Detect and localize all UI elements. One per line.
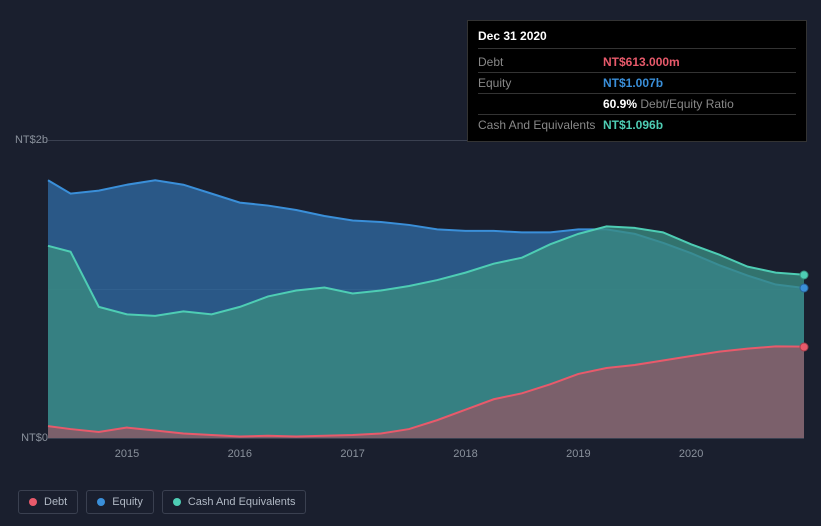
legend: Debt Equity Cash And Equivalents bbox=[18, 490, 306, 514]
legend-item-cash-and-equivalents[interactable]: Cash And Equivalents bbox=[162, 490, 307, 514]
tooltip-row-value: NT$1.007b bbox=[603, 74, 663, 92]
tooltip-row: Cash And EquivalentsNT$1.096b bbox=[478, 115, 796, 135]
series-end-dot bbox=[800, 283, 809, 292]
y-axis-label: NT$0 bbox=[21, 432, 48, 444]
tooltip-row-value: NT$1.096b bbox=[603, 116, 663, 134]
tooltip-date: Dec 31 2020 bbox=[478, 27, 796, 49]
series-end-dot bbox=[800, 342, 809, 351]
tooltip-row-label bbox=[478, 95, 603, 113]
tooltip-row-label: Debt bbox=[478, 53, 603, 71]
x-axis-label: 2016 bbox=[228, 448, 252, 460]
legend-item-equity[interactable]: Equity bbox=[86, 490, 154, 514]
legend-label: Equity bbox=[112, 496, 143, 508]
legend-item-debt[interactable]: Debt bbox=[18, 490, 78, 514]
chart-tooltip: Dec 31 2020 DebtNT$613.000mEquityNT$1.00… bbox=[467, 20, 807, 142]
x-axis-label: 2018 bbox=[453, 448, 477, 460]
tooltip-row-label: Equity bbox=[478, 74, 603, 92]
y-axis-label: NT$2b bbox=[15, 134, 48, 146]
gridline bbox=[48, 438, 804, 439]
x-axis-label: 2019 bbox=[566, 448, 590, 460]
x-axis-label: 2017 bbox=[340, 448, 364, 460]
tooltip-row-label: Cash And Equivalents bbox=[478, 116, 603, 134]
tooltip-row: DebtNT$613.000m bbox=[478, 52, 796, 73]
legend-dot bbox=[97, 498, 105, 506]
debt-equity-chart: NT$2b NT$0 2015 2016 2017 2018 2019 2020 bbox=[18, 120, 804, 475]
tooltip-row-value: NT$613.000m bbox=[603, 53, 680, 71]
legend-dot bbox=[173, 498, 181, 506]
plot-area[interactable] bbox=[48, 140, 804, 438]
x-axis-label: 2015 bbox=[115, 448, 139, 460]
legend-label: Cash And Equivalents bbox=[188, 496, 296, 508]
tooltip-row: EquityNT$1.007b bbox=[478, 73, 796, 94]
x-axis-label: 2020 bbox=[679, 448, 703, 460]
tooltip-row: 60.9% Debt/Equity Ratio bbox=[478, 94, 796, 115]
legend-dot bbox=[29, 498, 37, 506]
legend-label: Debt bbox=[44, 496, 67, 508]
tooltip-row-value: 60.9% Debt/Equity Ratio bbox=[603, 95, 734, 113]
series-end-dot bbox=[800, 270, 809, 279]
